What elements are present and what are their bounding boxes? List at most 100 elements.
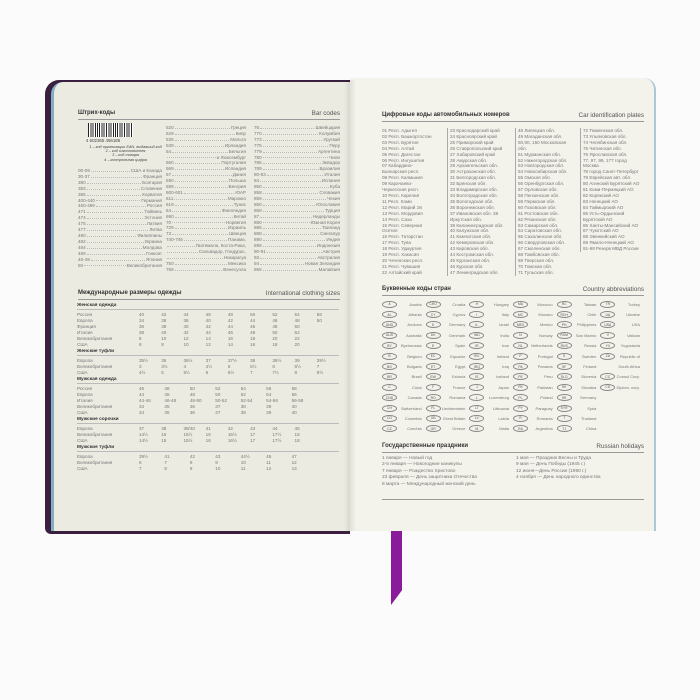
size-value: 46 — [227, 330, 233, 335]
barcode-country: Индонезия — [316, 243, 340, 249]
size-value: 37 — [215, 410, 221, 415]
size-value: 8 — [139, 336, 142, 341]
country-name: Greece — [452, 426, 466, 432]
size-value: 40 — [161, 330, 167, 335]
country-name: Chile — [587, 312, 597, 318]
size-value: 6½ — [294, 364, 301, 369]
dot-leader — [90, 174, 143, 178]
size-value: 42 — [183, 330, 189, 335]
country-name: Argentina — [535, 426, 553, 432]
size-value: 48-50 — [189, 398, 202, 403]
barcode-country: Югославия — [316, 201, 340, 207]
barcode-country: Великобритания — [126, 262, 162, 268]
size-value: 8 — [189, 460, 193, 465]
barcode-country: Латвия — [146, 221, 162, 227]
barcode-prefix: 899 — [254, 243, 262, 249]
dot-leader — [262, 160, 321, 165]
barcode-entry: 885 Таиланд — [254, 225, 340, 231]
barcode-entry: 740-745 Панама, — [166, 237, 246, 243]
country-name: Spain — [455, 343, 466, 349]
barcode-entry: 750 Мексика — [166, 261, 246, 267]
country-code-item: FL Liechtenstein — [425, 403, 470, 413]
size-value: 14 — [205, 336, 211, 341]
barcode-entry: 539 Ирландия — [166, 143, 246, 149]
country-code-oval: I — [469, 311, 485, 319]
country-name: Vatican — [626, 332, 640, 338]
barcode-prefix: 775 — [254, 142, 262, 148]
dot-leader — [262, 155, 329, 159]
plate-code: 86 Ханты-Мансийский АО — [583, 222, 639, 228]
barcode-country: Чили — [329, 154, 340, 160]
barcode-country: Бразилия — [319, 166, 340, 172]
size-value: 7 — [316, 364, 320, 369]
size-value: 56 — [316, 312, 322, 317]
barcode-prefix: 480 — [78, 232, 86, 238]
plate-code: 72 Тюменская обл. — [583, 128, 624, 133]
country-code-oval: C — [382, 383, 397, 391]
dot-leader — [174, 125, 230, 129]
barcode-prefix: 750 — [166, 260, 174, 266]
clothing-row: Великобритания 34 35 36 37 38 39 40 — [77, 404, 339, 410]
barcode-entry: 84 Испания — [254, 178, 340, 184]
country-code-oval: H — [469, 300, 485, 308]
barcode-country: Уругвай — [323, 136, 340, 142]
clothing-size-table: Женская одежда Россия 40 42 44 46 48 50 52 54 56 Ев… — [77, 302, 339, 472]
plates-column-2: 23 Краснодарский край 24 Красноярский кра… — [447, 128, 513, 276]
countries-title: Буквенные коды стран — [382, 286, 451, 292]
barcode-prefix: 740-745 — [166, 237, 183, 243]
country-code-item: BG Bulgaria — [382, 361, 426, 371]
country-code-item: PY Paraguay — [513, 403, 557, 413]
dot-leader — [174, 196, 227, 200]
barcode-country: Испания — [321, 178, 340, 184]
country-code-item: SF Finland — [556, 361, 601, 371]
plate-code: 09 Карачаево- — [382, 181, 413, 187]
size-value: 11 — [240, 466, 246, 471]
barcode-entry: 535 Мальта — [166, 137, 246, 143]
barcode-legend: 1 – код организации EAN, выдавший код 2 … — [78, 145, 173, 162]
country-code-oval: SR — [556, 394, 572, 402]
dot-leader — [260, 214, 312, 218]
plate-code: 39 Калининградская обл. — [450, 222, 504, 228]
dot-leader — [262, 190, 319, 194]
plate-code: 31 Белгородская обл. — [450, 175, 496, 181]
size-value: 48 — [189, 392, 195, 397]
country-code-item: CZ Czechia — [382, 424, 426, 434]
size-value: 38½ — [272, 358, 282, 363]
plate-code: 28 Амурская обл. — [450, 157, 488, 163]
country-name: Austria — [409, 301, 422, 307]
country-code-item: P Portugal — [513, 351, 557, 361]
size-value: 18 — [272, 342, 278, 347]
dot-leader — [90, 168, 130, 172]
plates-column-1: 01 Респ. Адыгея 02 Респ. Башкортостан 03 Р… — [382, 128, 444, 276]
barcode-entry: 599 Венгрия — [166, 184, 246, 190]
size-value: 46 — [272, 318, 278, 323]
size-value: 42 — [205, 324, 211, 329]
country-code-oval: P — [513, 352, 528, 360]
country-code-oval: YV — [600, 342, 616, 350]
size-value: 46 — [205, 312, 211, 317]
page-gutter — [344, 80, 356, 531]
barcode-entry: 955 Малайзия — [254, 267, 340, 273]
country-code-item: MA Morocco — [513, 299, 557, 309]
barcode-country: Венесуэла — [223, 266, 246, 272]
country-label: Великобритания — [77, 404, 113, 409]
size-value: 7 — [250, 370, 253, 375]
barcode-prefix: 535 — [166, 136, 174, 142]
barcode-entry: 860 Югославия — [254, 202, 340, 208]
plate-code: 81 Коми-Пермяцкий АО — [583, 187, 634, 193]
size-value: 36 — [189, 404, 195, 409]
barcode-country: Япония — [146, 256, 162, 262]
barcode-entry: 489 Гонконг — [78, 251, 162, 257]
country-name: Yugoslavia — [620, 343, 640, 349]
country-name: Germany — [448, 322, 466, 328]
size-value: 4½ — [205, 364, 213, 369]
country-code-item: F France — [425, 382, 470, 392]
bookmark-ribbon[interactable] — [391, 531, 402, 605]
dot-leader — [167, 249, 198, 253]
dot-leader — [174, 178, 228, 183]
country-code-oval: T — [556, 414, 572, 422]
barcode-entry: 690 Китай — [166, 214, 246, 220]
dot-leader — [86, 245, 142, 249]
barcodes-title-en: Bar codes — [311, 110, 340, 117]
country-name: Russia — [584, 343, 597, 349]
